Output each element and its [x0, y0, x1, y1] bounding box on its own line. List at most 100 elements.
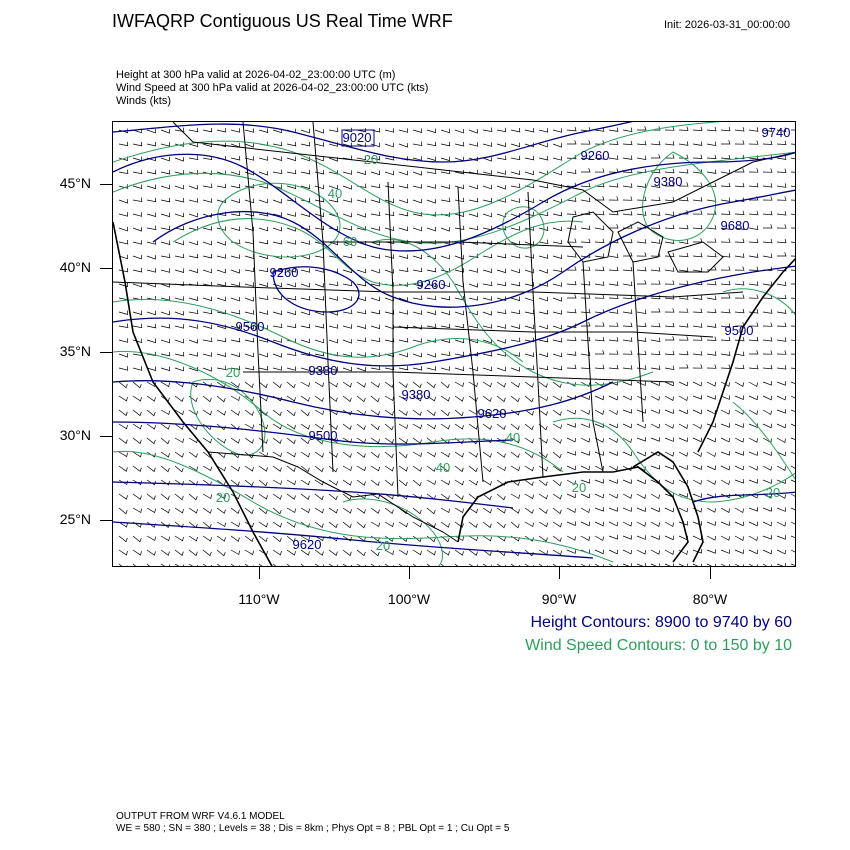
wind-barb: [132, 563, 142, 566]
wind-barb: [342, 493, 352, 501]
wind-barb: [118, 353, 128, 358]
wind-barb: [468, 296, 479, 301]
wind-barb: [496, 409, 506, 416]
wind-barb: [720, 381, 730, 387]
wind-barb: [118, 323, 129, 329]
wind-barb: [300, 184, 310, 190]
wind-barb: [748, 238, 759, 243]
wind-barb: [482, 493, 492, 501]
wind-barb: [244, 437, 254, 444]
wind-barb: [146, 323, 157, 329]
wind-barb: [776, 309, 787, 314]
wind-barb: [510, 155, 521, 161]
florida: [632, 451, 704, 563]
state-line: [113, 281, 744, 298]
wind-barb: [692, 210, 703, 215]
wind-barb: [370, 352, 381, 357]
wind-barb: [160, 197, 171, 203]
wind-barb: [567, 294, 577, 299]
wind-barb: [230, 465, 240, 472]
wind-barb: [468, 563, 478, 566]
wind-barb: [776, 350, 787, 355]
wind-barb: [790, 227, 795, 229]
lat-tick: [100, 436, 112, 437]
wind-barb: [468, 184, 478, 190]
wind-barb: [272, 493, 282, 500]
wind-barb: [272, 353, 282, 358]
wind-barb: [342, 296, 353, 301]
wind-barb: [510, 198, 521, 203]
wind-barb: [370, 254, 381, 259]
wind-barb: [146, 465, 156, 473]
wind-barb: [300, 465, 310, 473]
wind-barb: [370, 451, 380, 459]
wind-barb: [678, 521, 688, 526]
wind-barb: [132, 465, 142, 472]
wind-barb: [692, 521, 702, 526]
wind-barb: [608, 322, 619, 327]
wind-barb: [776, 437, 786, 444]
wind-barb: [286, 381, 296, 389]
wind-barb: [706, 437, 716, 443]
wind-barb: [342, 309, 353, 315]
wind-barb: [412, 563, 422, 566]
wind-barb: [608, 364, 619, 370]
wind-barb: [468, 381, 478, 388]
height-contour-label: 9380: [402, 387, 431, 402]
wind-barb: [342, 127, 353, 133]
wind-barb: [384, 198, 394, 204]
wind-barb: [552, 198, 562, 204]
wind-barb: [594, 294, 605, 299]
wind-barb: [734, 210, 745, 215]
wind-barb: [580, 238, 591, 243]
wind-barb: [706, 423, 716, 428]
wind-barb: [216, 395, 226, 403]
wind-barb: [580, 437, 590, 443]
wind-barb: [412, 507, 422, 515]
wind-barb: [538, 563, 548, 566]
wind-barb: [202, 367, 212, 372]
wind-barb: [594, 168, 605, 173]
wind-barb: [678, 493, 688, 498]
wind-barb: [482, 170, 493, 175]
wind-barb: [370, 226, 381, 231]
wind-barb: [665, 336, 675, 341]
wind-barb: [706, 479, 716, 485]
wind-barb: [314, 423, 324, 430]
wind-barb: [174, 479, 184, 486]
height-contour: [113, 151, 795, 252]
wind-barb: [706, 364, 717, 369]
wind-barb: [454, 493, 464, 500]
wind-barb: [132, 535, 142, 543]
wind-barb: [650, 365, 661, 370]
wind-barb: [202, 409, 212, 416]
wind-barb: [230, 365, 241, 371]
wind-barb: [370, 296, 380, 302]
wind-barb: [258, 521, 268, 528]
wind-barb: [244, 507, 254, 515]
state-line: [527, 191, 544, 478]
wind-barb: [356, 352, 367, 357]
wind-barb: [538, 479, 548, 487]
great-lakes: [567, 211, 614, 263]
wind-barb: [398, 211, 409, 217]
wind-barb: [258, 493, 268, 500]
wind-barb: [552, 423, 562, 430]
wind-barb: [790, 451, 795, 455]
wind-barb: [440, 381, 450, 389]
wind-barb: [566, 451, 576, 456]
wind-barb: [160, 479, 170, 486]
wind-barb: [762, 395, 772, 401]
wind-barb: [356, 296, 366, 302]
wind-barb: [314, 366, 324, 372]
wind-barb: [496, 465, 506, 472]
wind-barb: [608, 437, 618, 443]
wind-barb: [244, 521, 254, 528]
wind-barb: [524, 535, 534, 542]
height-contour-label: 9740: [762, 125, 791, 140]
lat-tick: [100, 520, 112, 521]
wind-barb: [762, 322, 773, 327]
wind-barb: [524, 423, 534, 431]
wind-barb: [328, 311, 338, 316]
wind-barb: [678, 423, 688, 429]
